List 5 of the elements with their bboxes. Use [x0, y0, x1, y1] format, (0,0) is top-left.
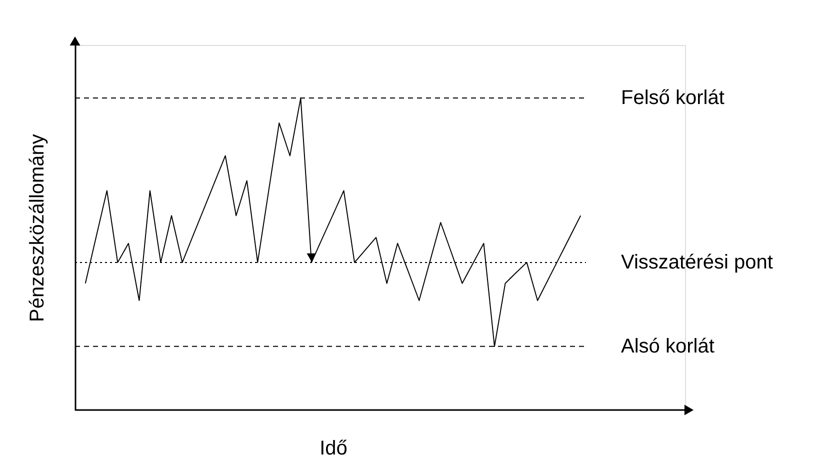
ref-line-label: Alsó korlát — [621, 335, 715, 358]
y-axis-title: Pénzeszközállomány — [26, 134, 48, 322]
ref-line-label: Visszatérési pont — [621, 251, 774, 274]
x-axis-title: Idő — [320, 438, 348, 460]
ref-line-label: Felső korlát — [621, 87, 725, 110]
